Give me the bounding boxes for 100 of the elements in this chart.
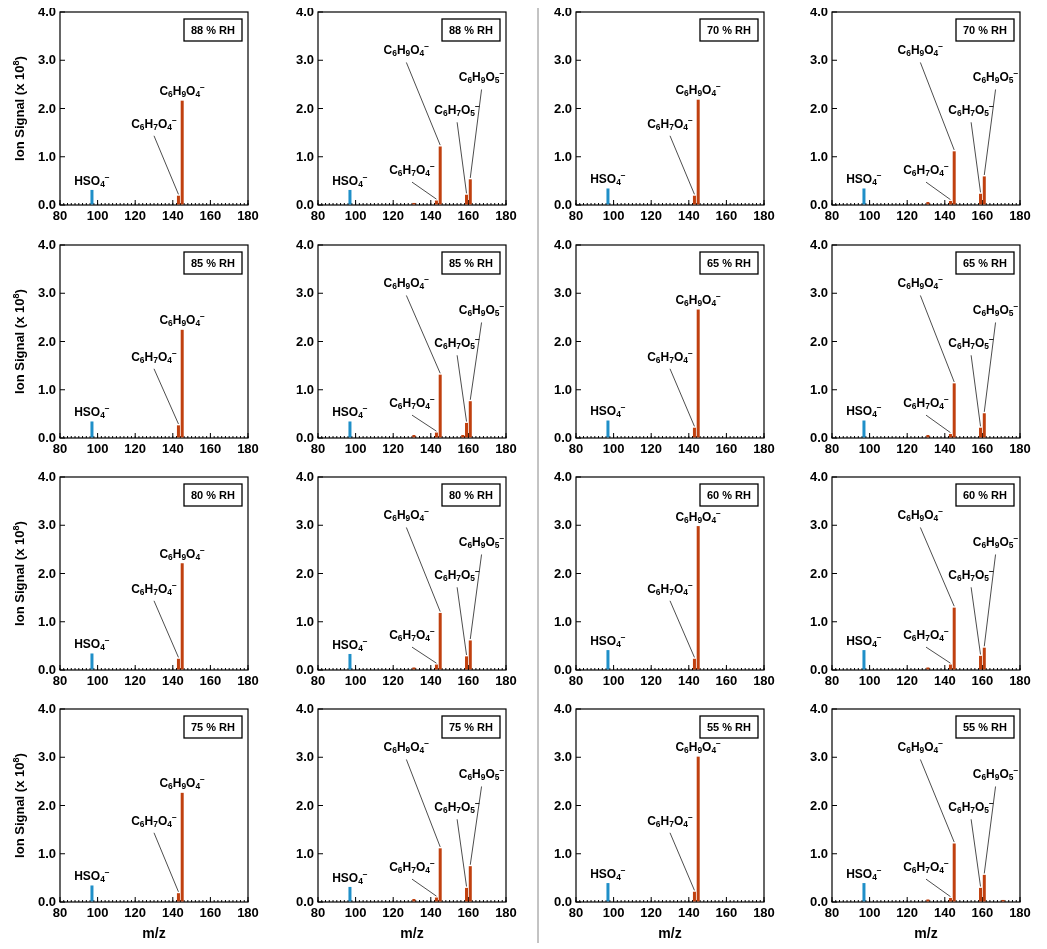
y-tick-label: 4.0 [37, 237, 56, 252]
y-tick-label: 3.0 [295, 749, 314, 765]
bar [606, 188, 610, 205]
y-tick-label: 1.0 [809, 613, 828, 629]
bar [180, 563, 184, 670]
x-tick-label: 100 [344, 208, 367, 223]
text: 75 % RH [448, 721, 494, 733]
x-tick-label: 180 [237, 208, 259, 223]
x-tick-label: 160 [971, 208, 994, 223]
y-tick-label: 1.0 [553, 845, 572, 861]
y-tick-label: 3.0 [809, 52, 828, 68]
x-tick-label: 140 [933, 441, 956, 456]
x-tick-label: 180 [753, 905, 775, 920]
bar [862, 420, 866, 438]
bar [438, 612, 442, 670]
bar [982, 647, 986, 670]
bar [438, 848, 442, 902]
x-tick-label: 180 [237, 673, 259, 688]
x-tick-label: 160 [199, 673, 222, 688]
text: 60 % RH [962, 489, 1008, 501]
bar [862, 188, 866, 205]
bar [952, 151, 956, 205]
x-tick-label: 140 [677, 905, 700, 920]
y-tick-label: 3.0 [37, 517, 56, 533]
y-tick-label: 4.0 [37, 701, 56, 716]
x-tick-label: 160 [715, 441, 738, 456]
y-tick-label: 2.0 [809, 100, 828, 116]
x-tick-label: 120 [640, 905, 663, 920]
x-tick-label: 180 [753, 673, 775, 688]
x-tick-label: 100 [602, 673, 625, 688]
bar [982, 176, 986, 205]
bar [90, 653, 94, 670]
bar [952, 383, 956, 438]
x-tick-label: 100 [344, 441, 367, 456]
y-tick-label: 4.0 [553, 469, 572, 484]
y-tick-label: 1.0 [553, 381, 572, 397]
x-tick-label: 120 [896, 673, 919, 688]
bar [696, 756, 700, 902]
x-tick-label: 180 [237, 905, 259, 920]
y-tick-label: 1.0 [295, 148, 314, 164]
text: 65 % RH [962, 257, 1008, 269]
bar [862, 883, 866, 902]
x-tick-label: 120 [124, 441, 147, 456]
y-tick-label: 3.0 [295, 52, 314, 68]
bar [952, 607, 956, 670]
x-tick-label: 140 [419, 905, 442, 920]
bar [982, 413, 986, 438]
y-tick-label: 2.0 [809, 565, 828, 581]
x-tick-label: 160 [457, 208, 480, 223]
x-tick-label: 160 [971, 441, 994, 456]
y-tick-label: 4.0 [809, 237, 828, 252]
x-tick-label: 120 [640, 208, 663, 223]
x-tick-label: 100 [602, 905, 625, 920]
y-tick-label: 2.0 [295, 100, 314, 116]
x-tick-label: 120 [382, 441, 405, 456]
y-tick-label: 1.0 [809, 845, 828, 861]
y-tick-label: 3.0 [809, 517, 828, 533]
x-tick-label: 120 [896, 441, 919, 456]
x-tick-label: 140 [161, 673, 184, 688]
y-tick-label: 4.0 [553, 701, 572, 716]
bar [606, 650, 610, 670]
x-tick-label: 140 [161, 441, 184, 456]
x-tick-label: 100 [602, 208, 625, 223]
text: 65 % RH [706, 257, 752, 269]
text: 70 % RH [706, 24, 752, 36]
bar [606, 420, 610, 438]
y-tick-label: 2.0 [553, 565, 572, 581]
bar [468, 401, 472, 438]
y-tick-label: 2.0 [553, 797, 572, 813]
x-tick-label: 140 [677, 441, 700, 456]
y-tick-label: 1.0 [295, 845, 314, 861]
x-tick-label: 120 [124, 208, 147, 223]
x-tick-label: 140 [933, 208, 956, 223]
y-tick-label: 2.0 [809, 333, 828, 349]
text: 55 % RH [706, 721, 752, 733]
y-tick-label: 3.0 [37, 285, 56, 301]
bar [348, 189, 352, 205]
y-tick-label: 2.0 [295, 333, 314, 349]
x-tick-label: 120 [896, 208, 919, 223]
x-tick-label: 100 [344, 905, 367, 920]
x-tick-label: 100 [86, 208, 109, 223]
y-tick-label: 4.0 [295, 237, 314, 252]
x-tick-label: 140 [161, 208, 184, 223]
x-tick-label: 180 [495, 673, 517, 688]
y-tick-label: 2.0 [553, 333, 572, 349]
y-tick-label: 1.0 [295, 613, 314, 629]
x-tick-label: 120 [640, 673, 663, 688]
bar [862, 650, 866, 670]
x-tick-label: 120 [640, 441, 663, 456]
x-tick-label: 140 [419, 673, 442, 688]
x-tick-label: 180 [495, 905, 517, 920]
x-tick-label: 180 [753, 208, 775, 223]
x-tick-label: 180 [1009, 905, 1031, 920]
bar [438, 374, 442, 438]
y-tick-label: 1.0 [37, 148, 56, 164]
x-tick-label: 120 [382, 905, 405, 920]
bar [90, 885, 94, 902]
bar [468, 179, 472, 205]
bar [348, 886, 352, 902]
x-tick-label: 180 [495, 441, 517, 456]
